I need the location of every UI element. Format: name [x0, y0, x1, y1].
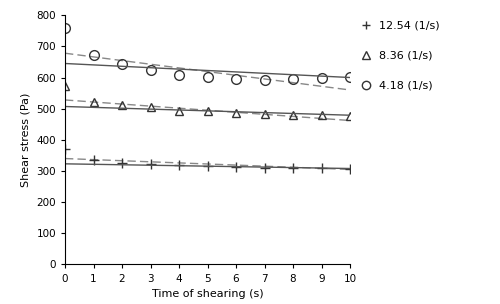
- Legend: 12.54 (1/s), 8.36 (1/s), 4.18 (1/s): 12.54 (1/s), 8.36 (1/s), 4.18 (1/s): [362, 21, 440, 91]
- X-axis label: Time of shearing (s): Time of shearing (s): [152, 289, 264, 299]
- Y-axis label: Shear stress (Pa): Shear stress (Pa): [21, 93, 31, 187]
